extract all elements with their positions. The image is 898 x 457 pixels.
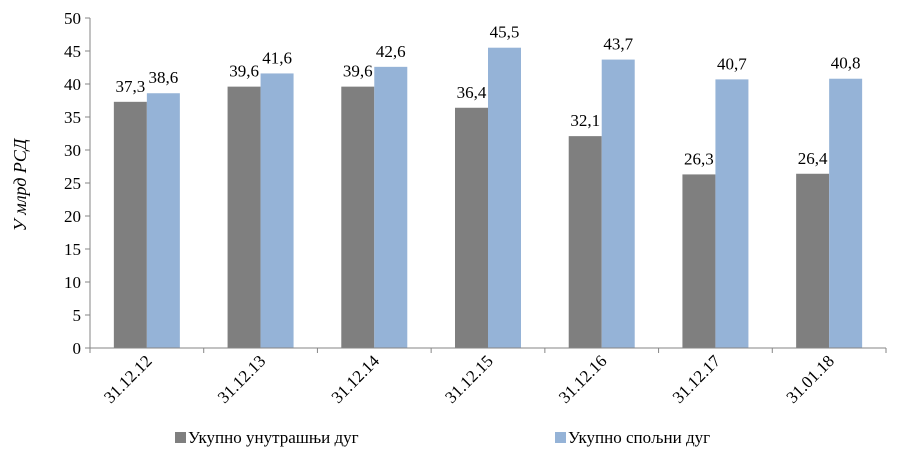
y-tick-label: 10 xyxy=(64,273,81,292)
bars xyxy=(113,47,863,349)
data-label: 39,6 xyxy=(343,62,373,81)
y-tick-label: 0 xyxy=(73,339,82,358)
x-tick-label: 31.12.13 xyxy=(214,351,270,407)
bar-series-2 xyxy=(146,93,180,349)
y-axis-title: У млрд РСД xyxy=(10,137,30,231)
data-label: 40,7 xyxy=(717,54,747,73)
y-tick-label: 20 xyxy=(64,207,81,226)
bar-series-2 xyxy=(374,66,408,348)
data-label: 42,6 xyxy=(376,42,406,61)
data-label: 26,3 xyxy=(684,149,714,168)
data-label: 39,6 xyxy=(229,62,259,81)
bar-series-2 xyxy=(488,47,521,348)
y-tick-label: 5 xyxy=(73,306,82,325)
bar-series-1 xyxy=(341,86,375,348)
bar-series-2 xyxy=(829,78,863,348)
x-tick-label: 31.12.12 xyxy=(100,351,156,407)
y-tick-label: 40 xyxy=(64,75,81,94)
bar-series-2 xyxy=(715,79,749,348)
data-label: 38,6 xyxy=(148,68,178,87)
bar-series-1 xyxy=(227,86,261,348)
y-tick-label: 15 xyxy=(64,240,81,259)
x-tick-label: 31.12.14 xyxy=(328,351,384,407)
bar-series-1 xyxy=(568,136,602,348)
y-tick-label: 35 xyxy=(64,108,81,127)
data-labels: 37,3 39,6 39,6 36,4 32,1 26,3 26,4 38,6 41,6 42,6… xyxy=(115,23,860,169)
y-tick-label: 45 xyxy=(64,42,81,61)
data-label: 36,4 xyxy=(457,83,487,102)
bar-series-2 xyxy=(260,73,294,348)
legend-label: Укупно спољни дуг xyxy=(568,428,710,447)
data-label: 40,8 xyxy=(831,54,861,73)
data-label: 43,7 xyxy=(603,35,633,54)
bar-series-2 xyxy=(601,59,635,349)
data-label: 37,3 xyxy=(115,77,145,96)
x-tick-label: 31.01.18 xyxy=(782,351,838,407)
y-tick-label: 30 xyxy=(64,141,81,160)
bar-series-1 xyxy=(113,101,147,348)
legend-swatch xyxy=(555,432,566,443)
data-label: 41,6 xyxy=(262,48,292,67)
legend-label: Укупно унутрашњи дуг xyxy=(188,428,359,447)
legend: Укупно унутрашњи дуг Укупно спољни дуг xyxy=(175,428,710,447)
bar-series-1 xyxy=(682,174,716,348)
y-tick-label: 25 xyxy=(64,174,81,193)
data-label: 26,4 xyxy=(798,149,828,168)
x-tick-label: 31.12.17 xyxy=(669,351,725,407)
x-tick-label: 31.12.15 xyxy=(441,351,497,407)
bar-series-1 xyxy=(455,107,488,348)
data-label: 32,1 xyxy=(570,111,600,130)
y-tick-label: 50 xyxy=(64,9,81,28)
x-axis: 31.12.12 31.12.13 31.12.14 31.12.15 31.12.16… xyxy=(89,347,887,407)
legend-swatch xyxy=(175,432,186,443)
data-label: 45,5 xyxy=(490,23,520,42)
x-tick-label: 31.12.16 xyxy=(555,351,611,407)
bar-series-1 xyxy=(796,173,830,348)
y-axis: 0 5 10 15 20 25 30 35 40 45 50 xyxy=(64,9,91,358)
